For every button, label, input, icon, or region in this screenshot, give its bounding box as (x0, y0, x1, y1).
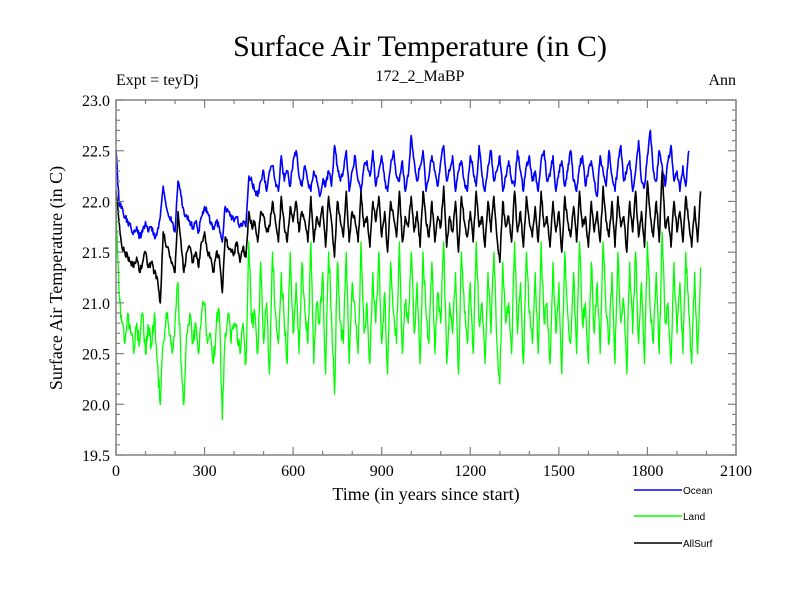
legend-label: Ocean (683, 486, 712, 497)
legend-item-land: Land (634, 512, 705, 523)
x-tick-label: 2100 (720, 463, 752, 480)
y-axis-label: Surface Air Temperature (in C) (46, 166, 67, 390)
y-tick-label: 22.0 (82, 194, 110, 211)
plot-frame (115, 99, 737, 456)
legend-item-ocean: Ocean (634, 486, 712, 497)
x-tick-label: 0 (112, 463, 120, 480)
experiment-label: Expt = teyDj (116, 72, 199, 89)
y-tick-label: 21.0 (82, 296, 110, 313)
x-tick-label: 1800 (631, 463, 663, 480)
x-tick-label: 900 (370, 463, 394, 480)
legend: Ocean Land AllSurf (634, 486, 713, 550)
series-layer (115, 129, 702, 421)
x-tick-label: 1200 (454, 463, 486, 480)
legend-item-allsurf: AllSurf (634, 539, 713, 550)
legend-label: Land (683, 512, 705, 523)
x-axis-label: Time (in years since start) (332, 484, 519, 505)
chart-title: Surface Air Temperature (in C) (233, 30, 607, 63)
y-tick-label: 23.0 (82, 93, 110, 110)
x-tick-label: 600 (281, 463, 305, 480)
axes-layer: 0 300 600 900 1200 1500 1800 2100 19.5 20.0 20.5 21… (82, 93, 752, 480)
x-tick-label: 300 (193, 463, 217, 480)
series-line-ocean (115, 129, 690, 243)
series-line-land (115, 201, 702, 421)
series-line-allsurf (115, 170, 702, 304)
y-tick-label: 20.0 (82, 397, 110, 414)
x-tick-label: 1500 (543, 463, 575, 480)
y-tick-label: 21.5 (82, 245, 110, 262)
subtitle-center: 172_2_MaBP (376, 68, 465, 85)
y-tick-label: 19.5 (82, 448, 110, 465)
y-tick-label: 22.5 (82, 144, 110, 161)
season-label: Ann (708, 72, 736, 89)
y-tick-label: 20.5 (82, 347, 110, 364)
legend-label: AllSurf (683, 539, 713, 550)
